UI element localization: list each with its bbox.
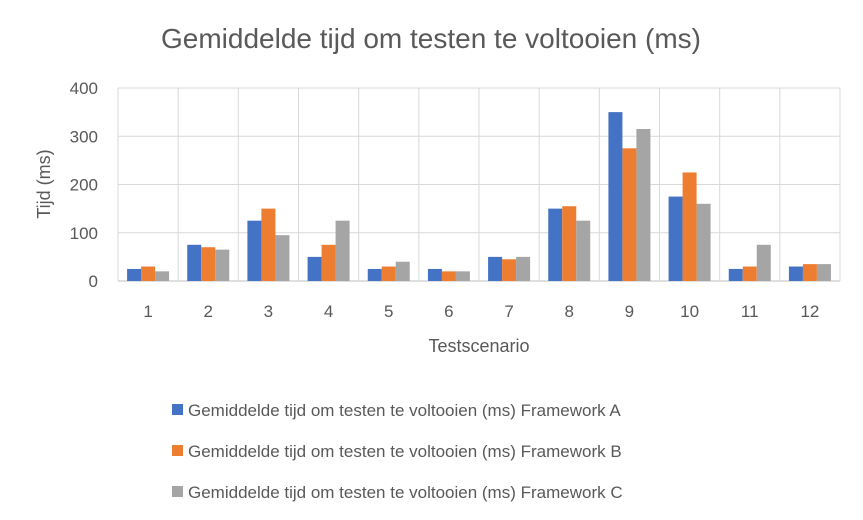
bar-a-12 [788,266,803,281]
x-axis-label: Testscenario [428,336,529,356]
bars [127,112,831,281]
bar-a-11 [728,268,743,281]
bar-c-4 [335,220,350,281]
bar-a-1 [127,268,142,281]
bar-c-8 [576,220,591,281]
x-tick-label: 1 [143,302,152,321]
x-tick-label: 5 [384,302,393,321]
x-tick-label: 2 [204,302,213,321]
bar-b-8 [562,206,577,281]
bar-b-11 [742,266,757,281]
bar-a-3 [247,220,262,281]
y-tick-label: 0 [89,272,98,291]
x-tick-label: 9 [625,302,634,321]
x-tick-label: 11 [741,302,759,321]
bar-b-6 [441,271,456,281]
x-tick-label: 4 [324,302,333,321]
bar-b-10 [682,172,697,281]
x-tick-label: 7 [504,302,513,321]
bar-a-10 [668,196,683,281]
bar-a-9 [608,112,623,281]
legend-swatch [172,486,183,497]
bar-a-7 [488,256,503,281]
bar-c-5 [395,261,410,281]
bar-b-3 [261,208,276,281]
y-axis-label: Tijd (ms) [34,149,54,218]
x-tick-label: 3 [264,302,273,321]
bar-c-10 [696,203,711,281]
y-tick-label: 100 [70,224,98,243]
legend-swatch [172,445,183,456]
bar-c-1 [155,271,170,281]
bar-b-9 [622,148,637,281]
y-tick-label: 400 [70,79,98,98]
bar-b-2 [201,247,216,281]
bar-b-7 [502,259,517,281]
chart-title: Gemiddelde tijd om testen te voltooien (… [161,23,701,54]
bar-b-5 [381,266,396,281]
bar-b-1 [141,266,156,281]
x-tick-label: 12 [800,302,819,321]
bar-a-4 [307,256,322,281]
bar-c-2 [215,249,230,281]
bar-c-12 [816,264,831,281]
legend: Gemiddelde tijd om testen te voltooien (… [172,401,623,502]
legend-entry: Gemiddelde tijd om testen te voltooien (… [188,401,621,420]
x-tick-label: 8 [565,302,574,321]
legend-swatch [172,404,183,415]
bar-a-2 [187,244,202,281]
y-tick-label: 300 [70,127,98,146]
gridlines [117,87,841,282]
y-tick-label: 200 [70,176,98,195]
bar-c-9 [636,129,651,281]
bar-a-5 [367,268,382,281]
legend-entry: Gemiddelde tijd om testen te voltooien (… [188,483,623,502]
bar-a-8 [548,208,563,281]
bar-b-12 [802,264,817,281]
bar-c-3 [275,235,290,281]
bar-b-4 [321,244,336,281]
bar-a-6 [427,268,442,281]
legend-entry: Gemiddelde tijd om testen te voltooien (… [188,442,622,461]
bar-c-7 [516,256,531,281]
x-tick-label: 6 [444,302,453,321]
bar-c-11 [756,244,771,281]
x-tick-label: 10 [680,302,699,321]
bar-c-6 [455,271,470,281]
